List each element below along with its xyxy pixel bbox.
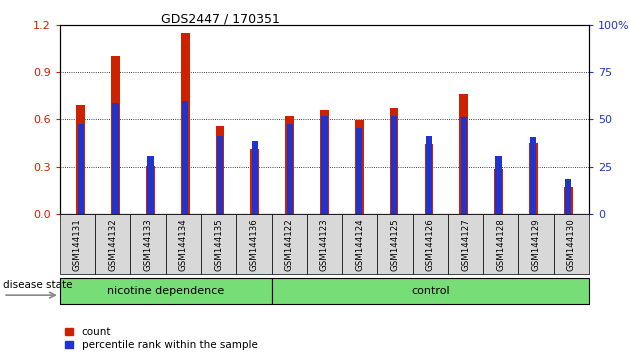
Bar <box>182 102 188 214</box>
Legend: count, percentile rank within the sample: count, percentile rank within the sample <box>65 327 258 350</box>
Text: GSM144124: GSM144124 <box>355 218 364 271</box>
Bar <box>459 94 468 214</box>
Text: nicotine dependence: nicotine dependence <box>107 286 224 296</box>
Bar <box>321 116 328 214</box>
Bar <box>426 136 432 214</box>
Bar <box>390 108 398 214</box>
Text: GSM144125: GSM144125 <box>391 218 399 271</box>
Text: GSM144123: GSM144123 <box>320 218 329 271</box>
Text: GDS2447 / 170351: GDS2447 / 170351 <box>161 12 280 25</box>
Bar <box>112 103 118 214</box>
Text: control: control <box>411 286 450 296</box>
Text: GSM144135: GSM144135 <box>214 218 223 271</box>
Bar <box>181 33 190 214</box>
Bar <box>287 124 293 214</box>
Bar <box>529 143 537 214</box>
Bar <box>320 110 329 214</box>
Text: GSM144134: GSM144134 <box>179 218 188 271</box>
Bar <box>391 116 397 214</box>
Bar <box>425 144 433 214</box>
Text: disease state: disease state <box>3 280 72 290</box>
Text: GSM144122: GSM144122 <box>285 218 294 271</box>
Text: GSM144126: GSM144126 <box>426 218 435 271</box>
Bar <box>112 56 120 214</box>
Text: GSM144131: GSM144131 <box>73 218 82 271</box>
Bar <box>147 156 154 214</box>
Bar <box>215 126 224 214</box>
Text: GSM144128: GSM144128 <box>496 218 505 271</box>
Bar <box>217 136 223 214</box>
Bar <box>461 116 467 214</box>
Text: GSM144133: GSM144133 <box>144 218 152 271</box>
Bar <box>565 179 571 214</box>
Bar <box>495 156 501 214</box>
Bar <box>146 166 155 214</box>
Bar <box>530 137 537 214</box>
Text: GSM144136: GSM144136 <box>249 218 258 271</box>
Bar <box>251 149 259 214</box>
Text: GSM144132: GSM144132 <box>108 218 117 271</box>
Bar <box>356 128 362 214</box>
Bar <box>76 105 85 214</box>
Bar <box>77 124 84 214</box>
Bar <box>355 120 364 214</box>
Bar <box>564 187 573 214</box>
Text: GSM144127: GSM144127 <box>461 218 470 271</box>
Text: GSM144130: GSM144130 <box>567 218 576 271</box>
Bar <box>285 116 294 214</box>
Bar <box>494 169 503 214</box>
Bar <box>251 141 258 214</box>
Text: GSM144129: GSM144129 <box>532 218 541 270</box>
